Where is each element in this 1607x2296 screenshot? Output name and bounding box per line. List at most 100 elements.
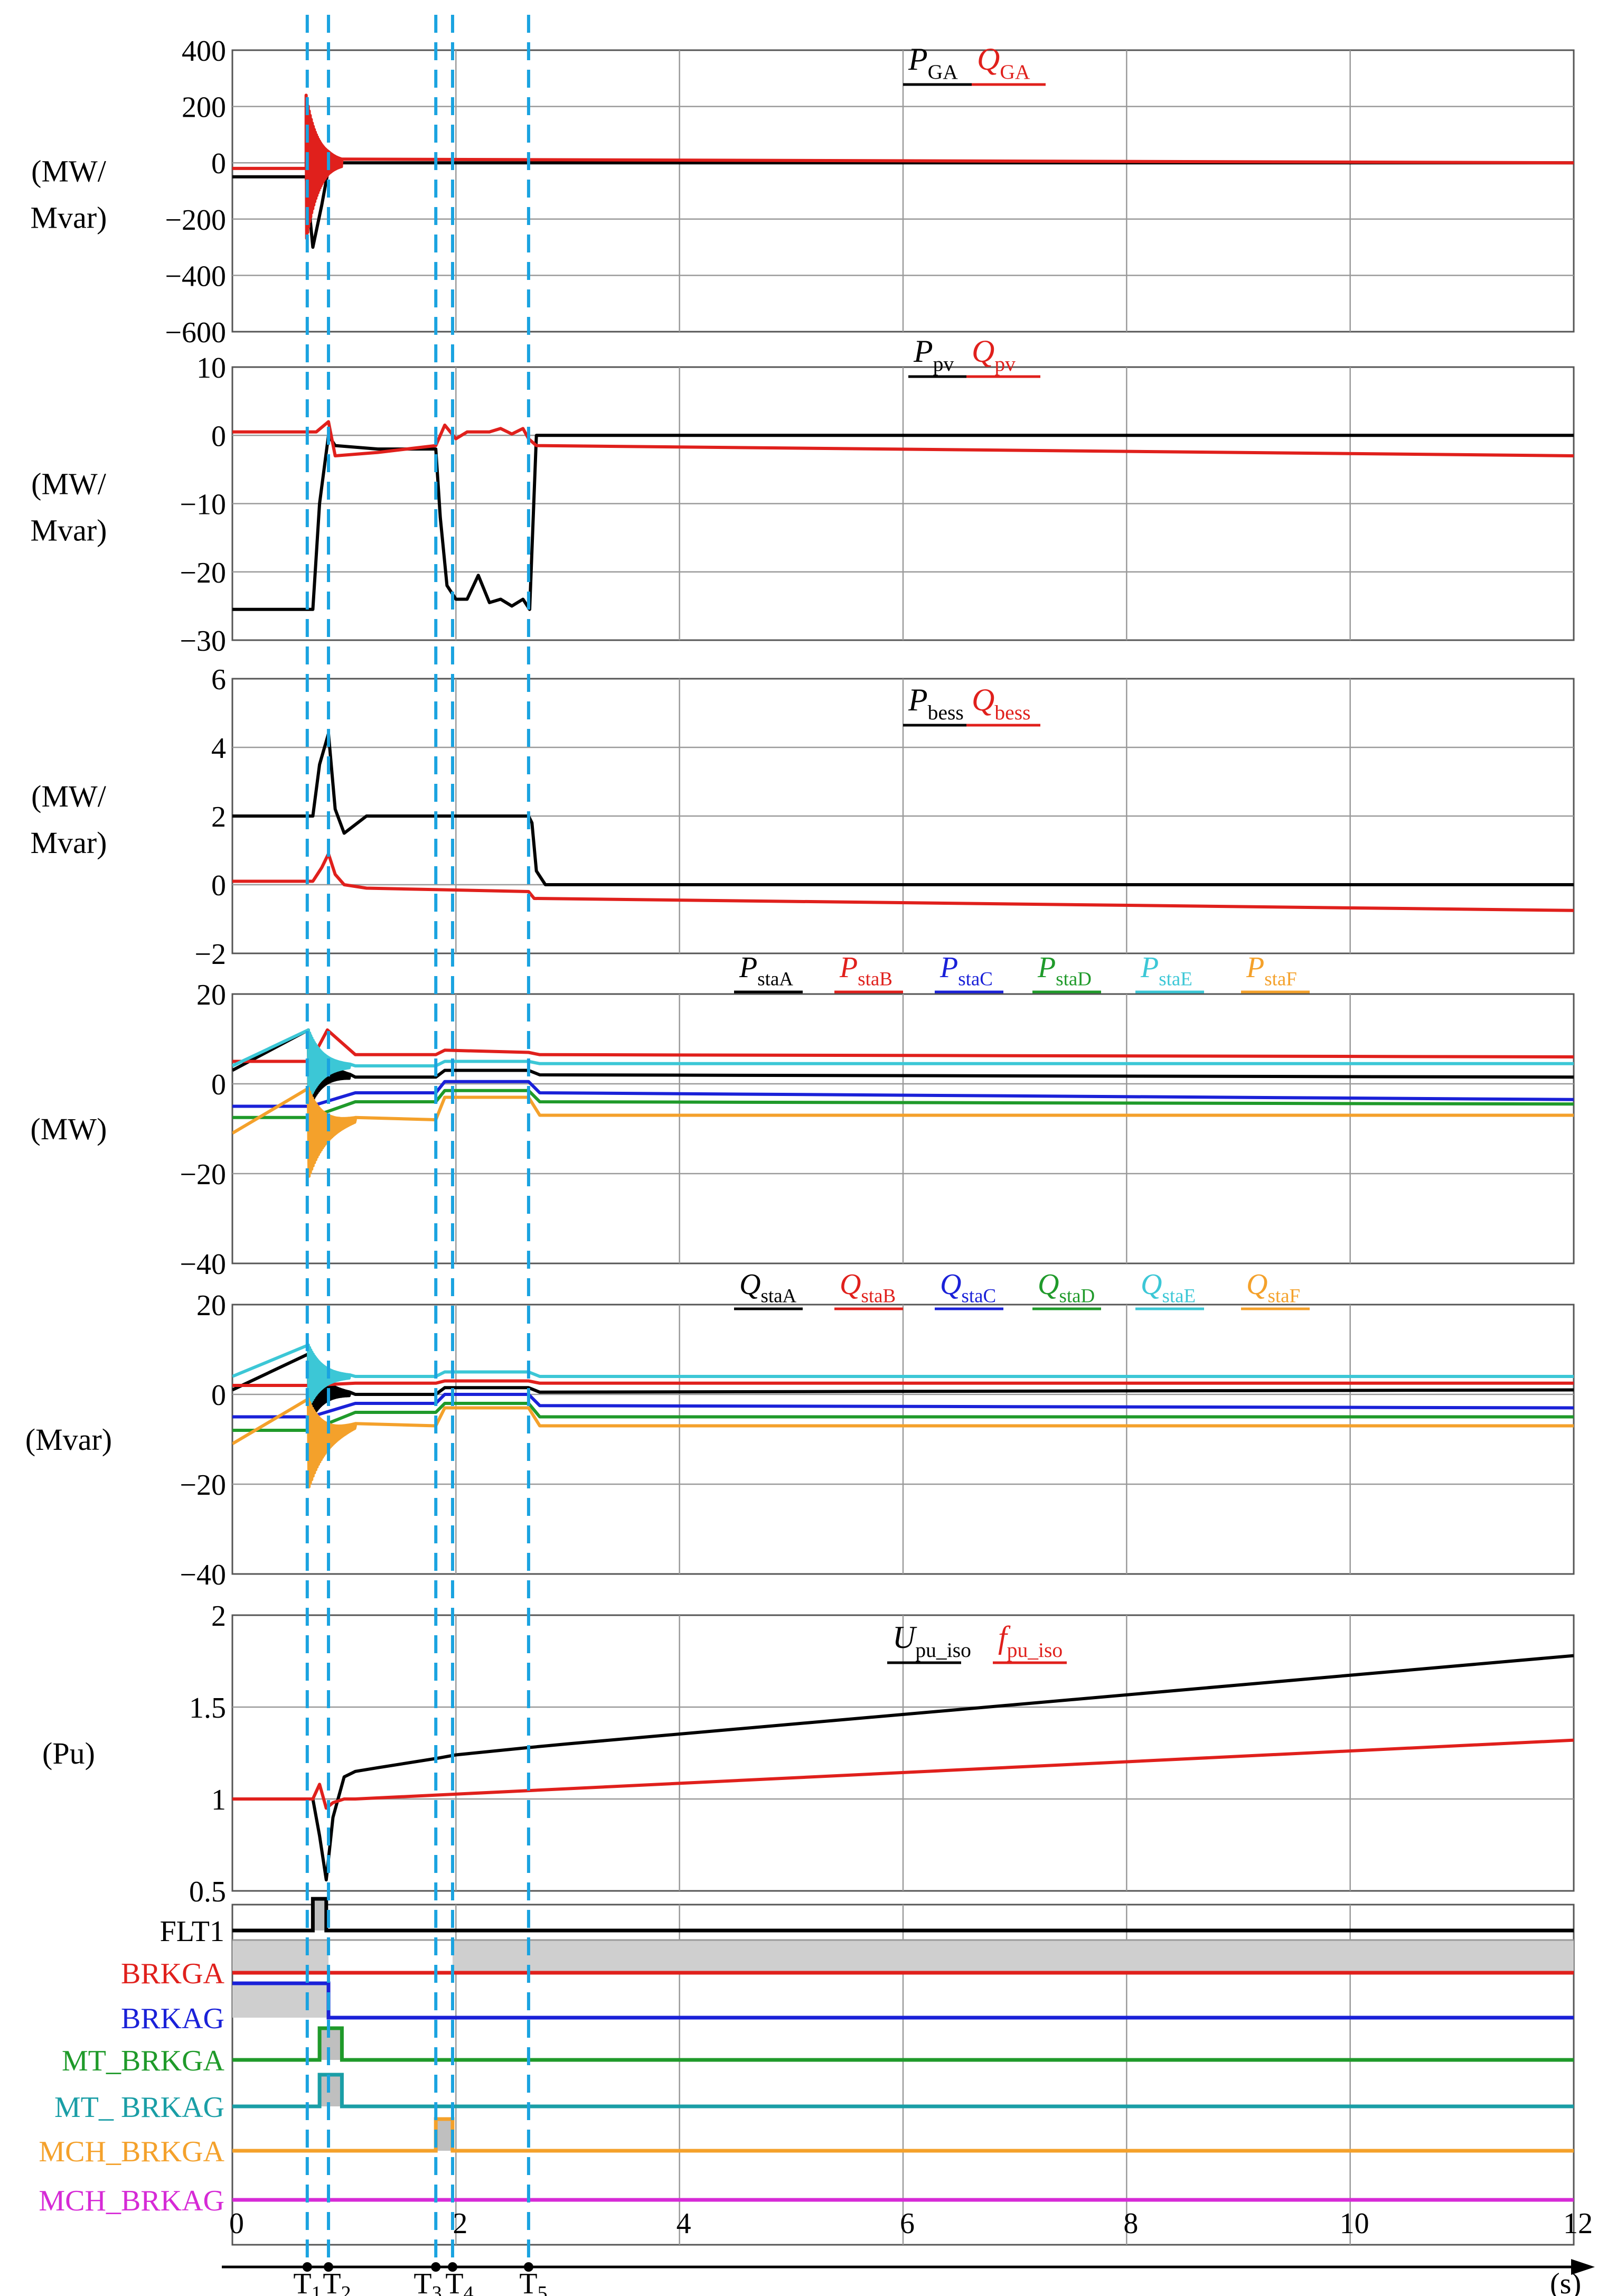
signal-mt-brkag-pulse-fill xyxy=(319,2075,342,2106)
event-lines xyxy=(305,15,530,2266)
y-tick-label: 1 xyxy=(211,1784,226,1816)
signal-brkga-closed-shade xyxy=(232,1940,329,1973)
x-tick-label: 2 xyxy=(453,2207,467,2240)
event-label-subscript: 1 xyxy=(312,2282,322,2296)
legend-p-ga: PGA xyxy=(908,42,958,83)
series-p-bess xyxy=(232,732,1574,886)
legend-p-stae-symbol: P xyxy=(1140,951,1159,984)
legend-u-pu-iso-symbol: U xyxy=(892,1620,917,1655)
series-q-ga xyxy=(232,93,1574,240)
event-marker-t5 xyxy=(523,2262,533,2272)
series-q-pv xyxy=(232,420,1574,457)
plot-area xyxy=(232,732,1574,912)
plot-area xyxy=(232,93,1574,249)
event-marker-t1 xyxy=(302,2262,312,2272)
legend-p-pv: Ppv xyxy=(913,334,954,376)
series-p-stac xyxy=(232,1080,1574,1108)
signal-mch-brkga-trace xyxy=(232,2117,1574,2153)
y-axis-label: (MW/ xyxy=(31,467,107,501)
legend-p-stab-symbol: P xyxy=(839,951,858,984)
time-axis-arrow xyxy=(1571,2259,1595,2275)
legend-p-staa: PstaA xyxy=(739,951,793,990)
plot-area xyxy=(232,1028,1574,1178)
series-q-stae xyxy=(232,1343,1574,1408)
x-tick-label: 0 xyxy=(229,2207,244,2240)
legend-p-stab: PstaB xyxy=(839,951,892,990)
event-label-t4: T4 xyxy=(445,2267,473,2296)
y-tick-label: −600 xyxy=(165,316,226,349)
legend-p-stab-subscript: staB xyxy=(858,968,892,990)
y-axis-label: (Pu) xyxy=(42,1736,95,1770)
y-tick-label: 2 xyxy=(211,801,226,833)
legend-q-stac-symbol: Q xyxy=(940,1268,961,1301)
legend-q-staf: QstaF xyxy=(1246,1268,1300,1307)
y-tick-label: 0 xyxy=(211,147,226,180)
y-tick-label: 0 xyxy=(211,1069,226,1101)
y-tick-label: 0 xyxy=(211,420,226,453)
x-tick-label: 12 xyxy=(1563,2207,1593,2240)
y-tick-label: −20 xyxy=(180,557,226,589)
y-tick-label: −200 xyxy=(165,204,226,237)
event-marker-t4 xyxy=(447,2262,457,2272)
x-tick-label: 6 xyxy=(900,2207,915,2240)
legend-q-stab-subscript: staB xyxy=(861,1285,896,1307)
series-q-stac xyxy=(232,1393,1574,1419)
y-axis-label: (MW/ xyxy=(31,779,107,813)
y-tick-label: −400 xyxy=(165,260,226,293)
time-unit-label: (s) xyxy=(1550,2267,1581,2296)
y-tick-label: 0.5 xyxy=(189,1876,226,1908)
signal-brkag-closed-shade xyxy=(232,1983,329,2018)
legend-q-ga-symbol: Q xyxy=(977,42,1000,77)
legend-q-ga-subscript: GA xyxy=(1000,60,1030,83)
legend-p-stad: PstaD xyxy=(1037,951,1092,990)
y-tick-label: −20 xyxy=(180,1469,226,1502)
signal-flt1-label: FLT1 xyxy=(160,1915,224,1948)
y-tick-label: −20 xyxy=(180,1158,226,1191)
y-axis-label: (MW) xyxy=(31,1112,107,1146)
legend-p-ga-symbol: P xyxy=(908,42,928,77)
y-axis-label: Mvar) xyxy=(31,826,107,860)
x-tick-label: 8 xyxy=(1123,2207,1138,2240)
legend-q-bess-symbol: Q xyxy=(972,682,994,717)
y-tick-label: 0 xyxy=(211,869,226,902)
series-q-staf xyxy=(232,1397,1574,1488)
signal-mt-brkga-pulse-fill xyxy=(319,2028,342,2060)
legend-p-ga-subscript: GA xyxy=(928,60,958,83)
event-label-subscript: 3 xyxy=(432,2282,442,2296)
legend-p-stac-subscript: staC xyxy=(958,968,993,990)
legend-q-staa-subscript: staA xyxy=(760,1285,796,1307)
legend-q-stac-subscript: staC xyxy=(961,1285,996,1307)
legend-q-stad: QstaD xyxy=(1038,1268,1095,1307)
y-tick-label: 10 xyxy=(196,352,226,385)
signal-mch-brkga-pulse-fill xyxy=(436,2119,453,2151)
event-label-t1: T1 xyxy=(293,2267,321,2296)
event-label-letter: T xyxy=(414,2267,431,2296)
legend-p-stae: PstaE xyxy=(1140,951,1192,990)
legend-q-staf-subscript: staF xyxy=(1267,1285,1300,1307)
signal-brkga-label: BRKGA xyxy=(121,1957,225,1990)
legend-q-stab-symbol: Q xyxy=(840,1268,861,1301)
x-tick-label: 4 xyxy=(676,2207,691,2240)
legend-q-stab: QstaB xyxy=(840,1268,896,1307)
y-tick-label: −30 xyxy=(180,625,226,658)
plot-area xyxy=(232,1343,1574,1488)
breaker-panel: FLT1 BRKGA BRKAG MT_BRKGA MT_ BRKAG MCH_BRKGA… xyxy=(39,1897,1575,2246)
legend-p-bess-symbol: P xyxy=(908,682,928,717)
legend-q-staa-symbol: Q xyxy=(739,1268,760,1301)
legend-p-staf-symbol: P xyxy=(1246,951,1264,984)
legend-q-stac: QstaC xyxy=(940,1268,996,1307)
legend-q-pv: Qpv xyxy=(972,334,1016,376)
legend-p-pv-symbol: P xyxy=(913,334,933,369)
signal-flt1-pulse-fill xyxy=(313,1899,326,1930)
legend-p-staa-subscript: staA xyxy=(757,968,793,990)
y-tick-label: −40 xyxy=(180,1248,226,1281)
signal-mt-brkga-label: MT_BRKGA xyxy=(62,2045,225,2077)
legend-p-stad-symbol: P xyxy=(1037,951,1056,984)
legend-p-stae-subscript: staE xyxy=(1159,968,1192,990)
legend-q-pv-subscript: pv xyxy=(994,352,1016,376)
event-marker-t3 xyxy=(431,2262,441,2272)
y-axis-label: (MW/ xyxy=(31,154,107,189)
event-label-letter: T xyxy=(519,2267,537,2296)
